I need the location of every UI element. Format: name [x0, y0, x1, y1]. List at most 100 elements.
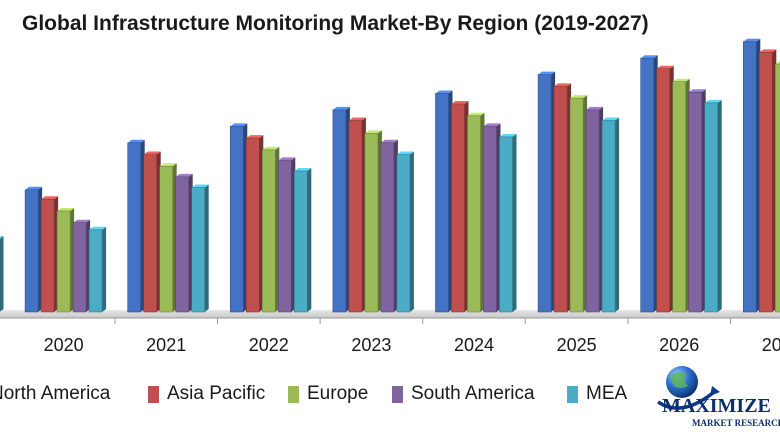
bar-front: [72, 222, 87, 313]
bar-top: [143, 151, 161, 155]
bar-top: [25, 186, 43, 190]
bar-mea-2021: [191, 184, 209, 313]
legend-swatch-asia-pacific: [148, 385, 159, 403]
bar-group-2021: [127, 139, 209, 313]
legend-label: North America: [0, 383, 111, 404]
bar-side: [615, 117, 620, 312]
bar-group-2023: [332, 106, 414, 313]
bar-europe-2024: [467, 112, 485, 313]
bar-front: [364, 133, 379, 313]
x-tick-label: 2023: [351, 335, 391, 355]
bar-top: [57, 207, 75, 211]
bar-top: [602, 117, 620, 121]
bar-front: [601, 120, 616, 313]
bar-front: [246, 137, 260, 313]
bar-front: [277, 160, 292, 313]
bar-top: [775, 61, 780, 65]
bar-north-america-2022: [230, 123, 248, 313]
bar-front: [191, 187, 205, 313]
bar-front: [380, 142, 395, 313]
bar-top: [467, 112, 485, 116]
bar-front: [348, 120, 363, 313]
bar-south-america-2026: [688, 89, 706, 313]
bar-front: [230, 126, 244, 313]
bar-asia-pacific-2026: [656, 65, 674, 313]
bar-mea-2020: [88, 226, 107, 313]
bar-group-2026: [640, 55, 722, 313]
bar-front: [261, 149, 276, 313]
x-ticks-group: 2020 2021 2022 2023 2024 2025 2026 202: [44, 318, 780, 355]
bar-group-2019: [0, 236, 4, 312]
bar-top: [175, 173, 193, 177]
bar-mea-2019: [0, 236, 4, 312]
legend-swatch-europe: [288, 385, 299, 403]
bar-front: [467, 115, 481, 313]
bar-north-america-2025: [537, 71, 556, 313]
bar-europe-2025: [569, 95, 588, 313]
bar-front: [585, 109, 600, 313]
legend-item-south-america: South America: [392, 380, 535, 408]
legend-item-north-america: North America: [0, 380, 110, 408]
bar-front: [332, 109, 347, 313]
bar-group-2022: [230, 123, 312, 313]
bar-front: [742, 41, 757, 313]
bar-north-america-2021: [127, 139, 145, 313]
bar-front: [40, 198, 55, 313]
bar-north-america-2026: [640, 55, 658, 313]
bar-asia-pacific-2024: [451, 101, 469, 313]
legend-item-asia-pacific: Asia Pacific: [148, 380, 265, 408]
bar-front: [499, 136, 513, 313]
bar-top: [538, 71, 556, 75]
bar-asia-pacific-2023: [348, 117, 366, 313]
bar-top: [656, 65, 674, 69]
x-tick-label: 202: [762, 335, 780, 355]
bar-front: [483, 126, 497, 313]
x-tick-label: 2021: [146, 335, 186, 355]
bar-group-2020: [24, 186, 107, 313]
legend-label: MEA: [586, 383, 628, 404]
bar-europe-2026: [672, 78, 690, 313]
bar-south-america-2020: [72, 219, 91, 313]
bar-mea-2023: [396, 151, 414, 313]
bar-asia-pacific-2021: [143, 151, 161, 313]
bar-front: [175, 176, 189, 313]
bar-top: [0, 236, 4, 239]
legend-swatch-south-america: [392, 385, 403, 403]
bars-group: [0, 38, 780, 313]
bar-top: [380, 139, 398, 143]
bar-south-america-2024: [483, 123, 501, 313]
bar-top: [41, 196, 59, 200]
bar-side: [512, 133, 517, 312]
bar-south-america-2023: [380, 139, 398, 313]
legend-item-europe: Europe: [288, 380, 368, 408]
bar-top: [246, 135, 264, 139]
bar-asia-pacific-2020: [40, 196, 59, 313]
bar-front: [396, 154, 411, 313]
bar-south-america-2022: [277, 157, 296, 313]
bar-front: [672, 81, 687, 313]
bar-side: [0, 236, 4, 312]
logo-brand: MAXIMIZE: [662, 395, 771, 417]
bar-top: [435, 90, 453, 94]
bar-front: [656, 68, 671, 313]
bar-top: [294, 168, 312, 171]
maximize-logo: MAXIMIZE MARKET RESEARCH: [657, 366, 780, 428]
bar-asia-pacific-2027: [758, 49, 777, 313]
bar-group-2027: [742, 38, 780, 313]
bar-north-america-2024: [435, 90, 453, 313]
bar-top: [89, 226, 107, 230]
bar-top: [483, 123, 501, 127]
bar-top: [499, 133, 517, 137]
bar-top: [586, 106, 604, 110]
logo-tagline: MARKET RESEARCH: [692, 418, 780, 428]
bar-europe-2027: [774, 61, 780, 313]
bar-mea-2025: [601, 117, 620, 313]
bar-front: [159, 166, 173, 313]
bar-top: [396, 151, 414, 155]
bar-top: [743, 38, 761, 42]
bar-top: [230, 123, 248, 127]
bar-top: [127, 139, 145, 143]
bar-front: [774, 63, 780, 313]
legend-label: Asia Pacific: [167, 383, 266, 404]
bar-top: [640, 55, 658, 59]
